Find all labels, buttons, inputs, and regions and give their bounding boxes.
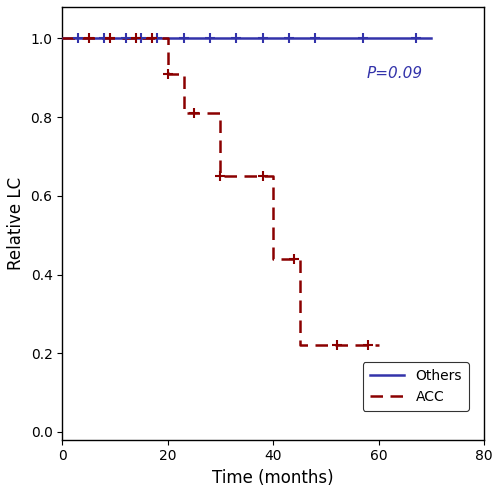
X-axis label: Time (months): Time (months) bbox=[212, 469, 334, 487]
Text: P=0.09: P=0.09 bbox=[366, 66, 422, 82]
Y-axis label: Relative LC: Relative LC bbox=[7, 177, 25, 270]
Legend: Others, ACC: Others, ACC bbox=[362, 363, 469, 411]
